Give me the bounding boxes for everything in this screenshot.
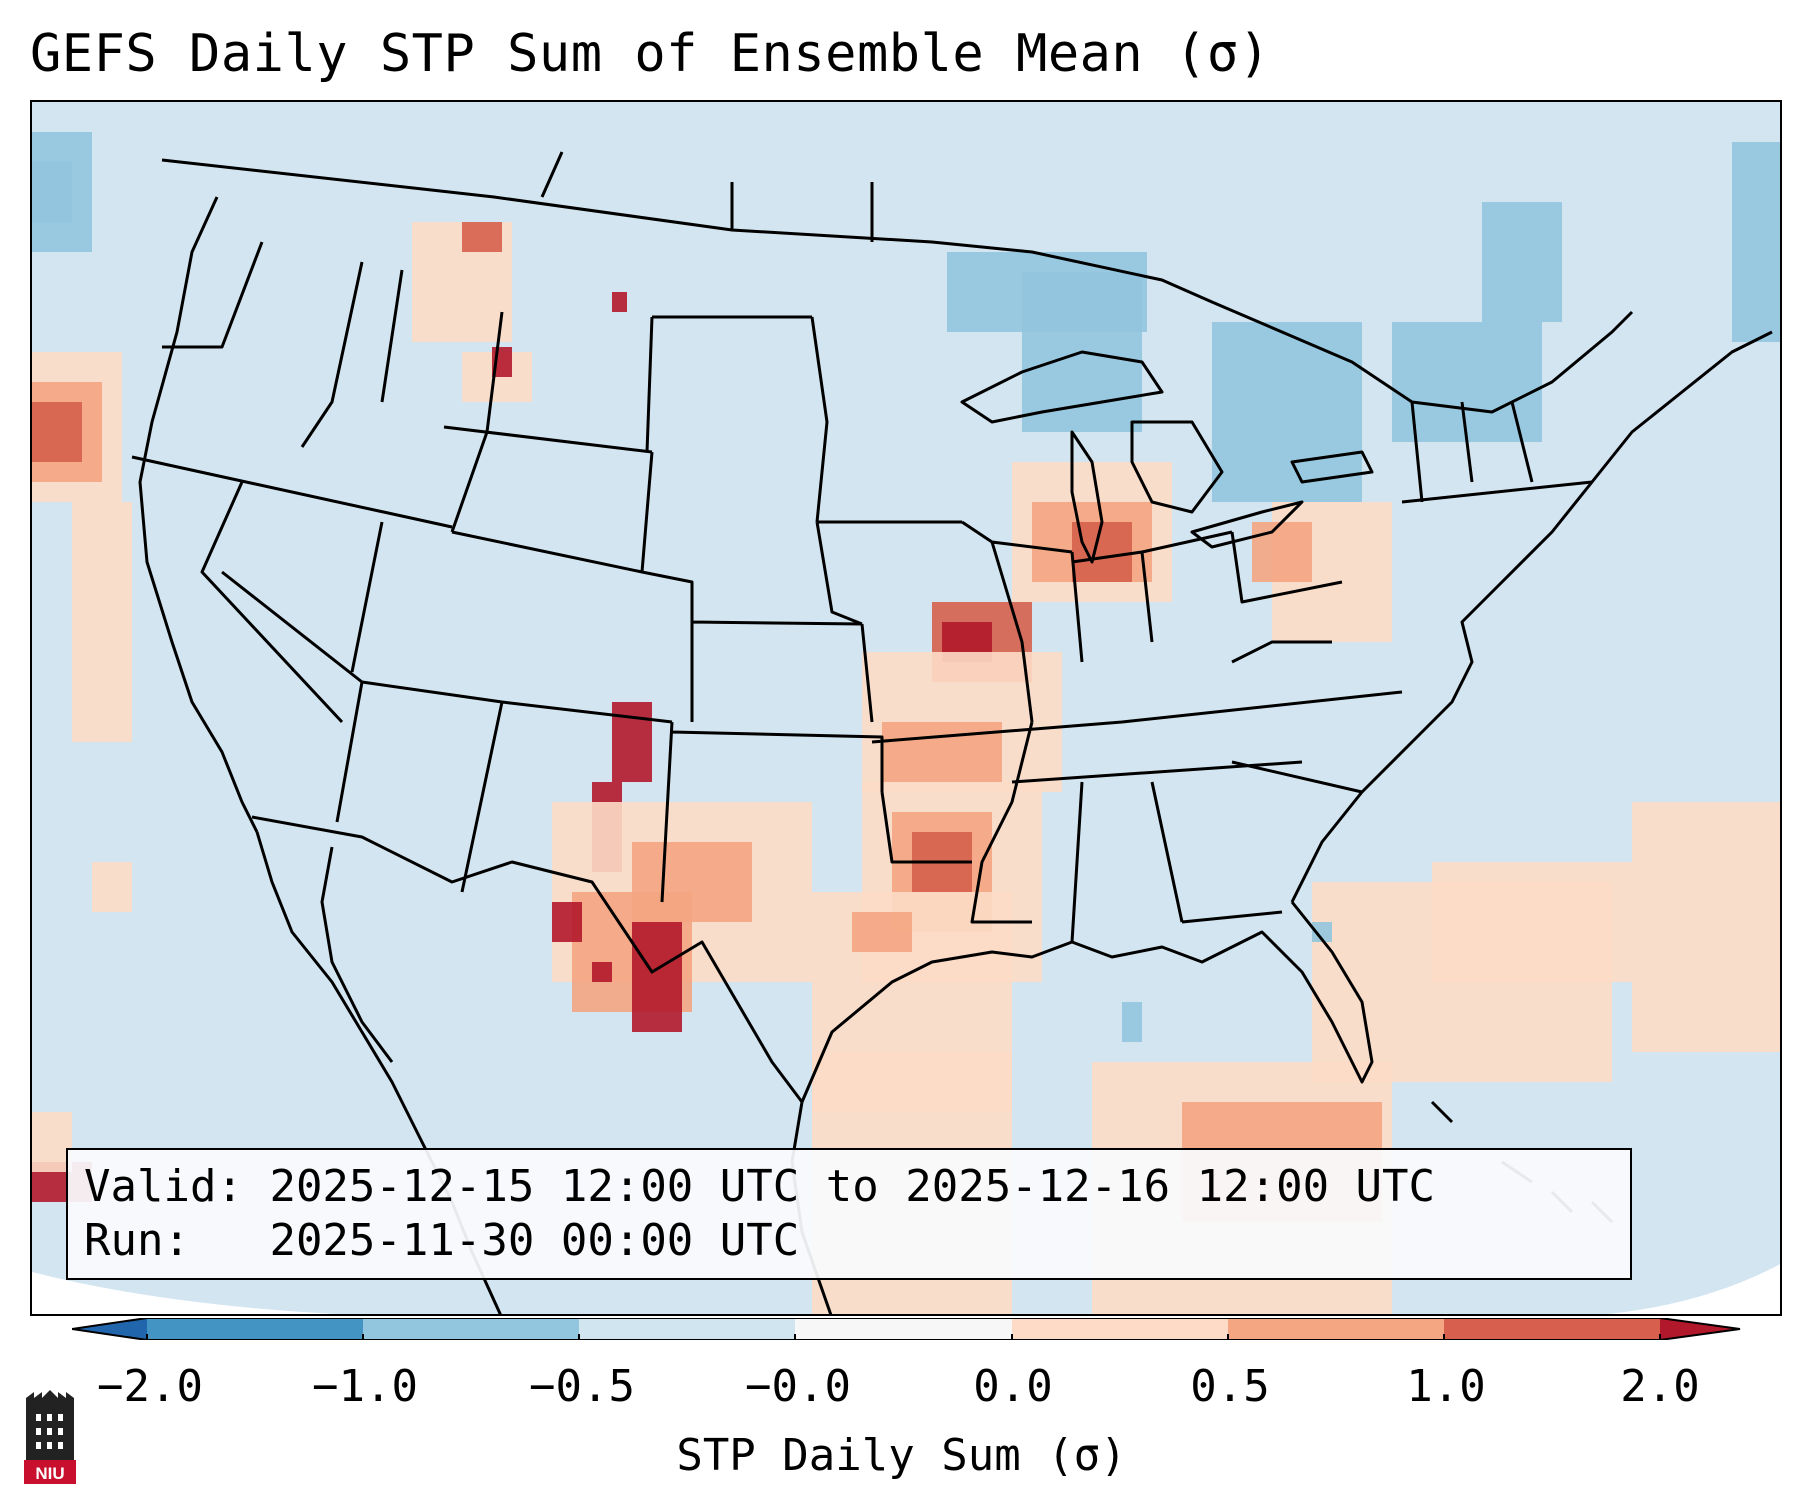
colorbar-outline (72, 1318, 1741, 1340)
stp-shading-cell (1482, 202, 1562, 322)
stp-shading-cell (32, 1112, 72, 1172)
run-time: 2025-11-30 00:00 UTC (269, 1215, 800, 1266)
lake-superior (960, 350, 1164, 424)
stp-shading-cell (32, 402, 82, 462)
colorbar-bin-05-1 (1228, 1318, 1444, 1340)
colorbar-bin-0-05 (1012, 1318, 1228, 1340)
stp-shading-cell (1632, 802, 1780, 1052)
map-domain-edge (32, 1272, 337, 1314)
chart-title: GEFS Daily STP Sum of Ensemble Mean (σ) (30, 24, 1271, 84)
colorbar-bin-neg1-neg05 (363, 1318, 579, 1340)
colorbar-bin-neg05-0 (579, 1318, 795, 1340)
colorbar-over-arrow (1660, 1318, 1740, 1340)
colorbar-tick-label: −2.0 (97, 1361, 203, 1412)
valid-time-range: 2025-12-15 12:00 UTC to 2025-12-16 12:00… (269, 1161, 1436, 1212)
logo-text: NIU (35, 1464, 64, 1483)
baja-peninsula (320, 846, 394, 1063)
stp-shading-cell (1432, 862, 1632, 982)
colorbar-tick-label: 1.0 (1406, 1361, 1486, 1412)
lake-huron (1130, 420, 1224, 514)
colorbar-tick-label: −1.0 (312, 1361, 418, 1412)
canada-border (161, 158, 1634, 414)
lake-michigan (1070, 430, 1104, 564)
stp-shading-cell (32, 162, 72, 222)
stp-shading-cell (612, 292, 627, 312)
stp-shading-cell (632, 922, 682, 1032)
stp-shading-cell (1312, 922, 1332, 942)
stp-shading-layer (32, 132, 1780, 1314)
colorbar-tick-label: 0.5 (1190, 1361, 1270, 1412)
colorbar-tick-label: −0.5 (529, 1361, 635, 1412)
stp-shading-cell (882, 722, 1002, 782)
colorbar-bin-neg2-neg1 (147, 1318, 363, 1340)
castle-icon (26, 1390, 74, 1460)
colorbar (72, 1318, 1741, 1340)
stp-shading-cell (72, 502, 132, 742)
stp-shading-cell (1252, 522, 1312, 582)
boundary-lines (131, 151, 1773, 1314)
stp-shading-cell (612, 702, 652, 782)
stp-shading-cell (552, 902, 582, 942)
stp-shading-cell (1732, 142, 1780, 342)
lake-ontario (1290, 450, 1374, 484)
colorbar-bin-1-2 (1444, 1318, 1660, 1340)
mexico-border (251, 815, 804, 1103)
stp-shading-cell (92, 862, 132, 912)
map-domain-edge (1608, 1264, 1780, 1314)
colorbar-tick-label: 2.0 (1620, 1361, 1700, 1412)
lake-erie (1190, 500, 1304, 549)
colorbar-under-arrow (72, 1318, 147, 1340)
stp-shading-cell (1212, 322, 1362, 502)
state-lines (131, 151, 1593, 943)
stp-shading-cell (1072, 522, 1132, 582)
west-coast (138, 196, 259, 833)
niu-logo: NIU (24, 1390, 76, 1484)
gulf-coast (800, 901, 1374, 1103)
run-label: Run: (84, 1215, 190, 1266)
colorbar-tick-label: −0.0 (745, 1361, 851, 1412)
colorbar-label: STP Daily Sum (σ) (676, 1430, 1127, 1481)
east-coast (1290, 330, 1773, 903)
stp-shading-cell (852, 912, 912, 952)
map-panel[interactable] (30, 100, 1782, 1316)
stp-shading-cell (462, 222, 502, 252)
colorbar-tick-label: 0.0 (973, 1361, 1053, 1412)
stp-shading-cell (1122, 1002, 1142, 1042)
valid-run-info-box: Valid: 2025-12-15 12:00 UTC to 2025-12-1… (66, 1148, 1632, 1280)
map-canvas (32, 132, 1780, 1314)
valid-label: Valid: (84, 1161, 243, 1212)
colorbar-bin-zero (795, 1318, 1012, 1340)
stp-shading-cell (592, 962, 612, 982)
